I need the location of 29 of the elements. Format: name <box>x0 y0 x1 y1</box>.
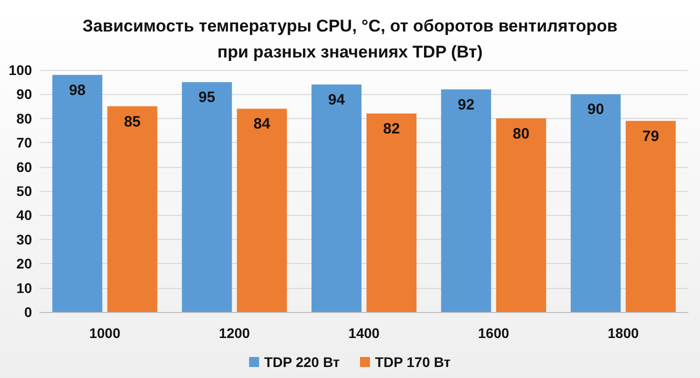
data-label: 84 <box>254 116 271 133</box>
x-tick-label: 1800 <box>608 325 639 341</box>
y-tick-label: 100 <box>8 62 32 78</box>
data-label: 80 <box>512 125 530 142</box>
y-tick-label: 0 <box>24 304 32 320</box>
x-tick-label: 1200 <box>218 325 250 341</box>
y-tick-label: 70 <box>16 134 32 151</box>
data-label: 90 <box>587 101 604 118</box>
y-tick-label: 40 <box>16 207 32 224</box>
y-tick-label: 50 <box>16 183 32 199</box>
y-tick-label: 80 <box>16 110 32 126</box>
data-label: 85 <box>124 113 141 130</box>
x-tick-label: 1600 <box>478 325 510 341</box>
data-label: 94 <box>328 92 346 109</box>
y-tick-label: 30 <box>16 231 32 248</box>
data-label: 95 <box>198 89 216 106</box>
legend-label: TDP 220 Вт <box>264 354 340 370</box>
legend-label: TDP 170 Вт <box>375 354 451 370</box>
x-tick-label: 1000 <box>89 325 121 341</box>
x-tick-label: 1400 <box>348 325 380 341</box>
chart-title: Зависимость температуры CPU, °C, от оборотов вентиляторов при разных значениях TDP (Вт) <box>82 16 618 62</box>
data-label: 98 <box>68 82 86 99</box>
data-label: 79 <box>642 128 660 145</box>
y-tick-label: 20 <box>16 256 32 272</box>
y-tick-label: 90 <box>16 86 32 102</box>
data-label: 92 <box>458 96 474 114</box>
y-tick-label: 60 <box>16 158 32 175</box>
data-label: 82 <box>383 120 400 138</box>
y-tick-label: 10 <box>16 280 32 296</box>
